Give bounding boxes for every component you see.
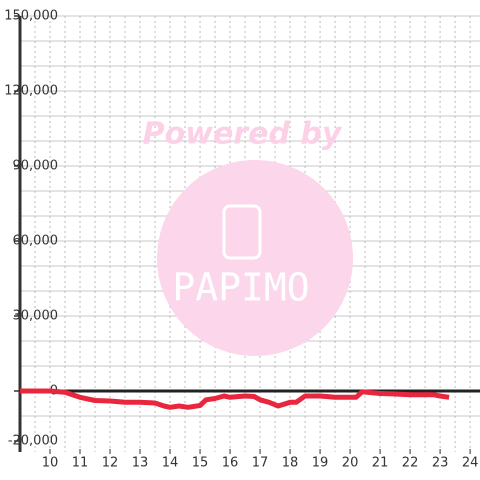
x-tick-label: 10 [42, 456, 59, 471]
data-line [20, 388, 450, 410]
x-tick-label: 16 [222, 456, 239, 471]
y-tick-label: -20,000 [8, 434, 58, 449]
y-tick-label: 150,000 [4, 9, 58, 24]
y-tick-label: 90,000 [13, 159, 59, 174]
x-tick-label: 23 [432, 456, 449, 471]
x-tick-label: 13 [132, 456, 149, 471]
x-tick-label: 22 [402, 456, 419, 471]
x-tick-label: 21 [372, 456, 389, 471]
y-tick-label: 30,000 [13, 309, 59, 324]
x-tick-label: 14 [162, 456, 179, 471]
x-tick-label: 20 [342, 456, 359, 471]
x-tick-label: 19 [312, 456, 329, 471]
watermark-icon [222, 204, 262, 260]
x-tick-label: 11 [72, 456, 89, 471]
watermark: Powered by PAPIMO [143, 117, 353, 356]
watermark-top: Powered by [143, 117, 343, 152]
x-tick-label: 24 [462, 456, 479, 471]
y-tick-label: 120,000 [4, 84, 58, 99]
watermark-brand: PAPIMO [172, 266, 309, 310]
x-tick-label: 17 [252, 456, 269, 471]
x-tick-label: 12 [102, 456, 119, 471]
x-tick-label: 18 [282, 456, 299, 471]
x-tick-label: 15 [192, 456, 209, 471]
y-tick-label: 60,000 [13, 234, 59, 249]
